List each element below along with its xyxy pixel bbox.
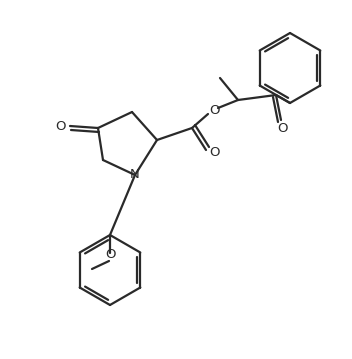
Text: N: N [130,168,140,182]
Text: O: O [209,146,219,159]
Text: O: O [209,103,219,117]
Text: O: O [105,247,115,261]
Text: O: O [56,120,66,132]
Text: O: O [277,122,287,135]
